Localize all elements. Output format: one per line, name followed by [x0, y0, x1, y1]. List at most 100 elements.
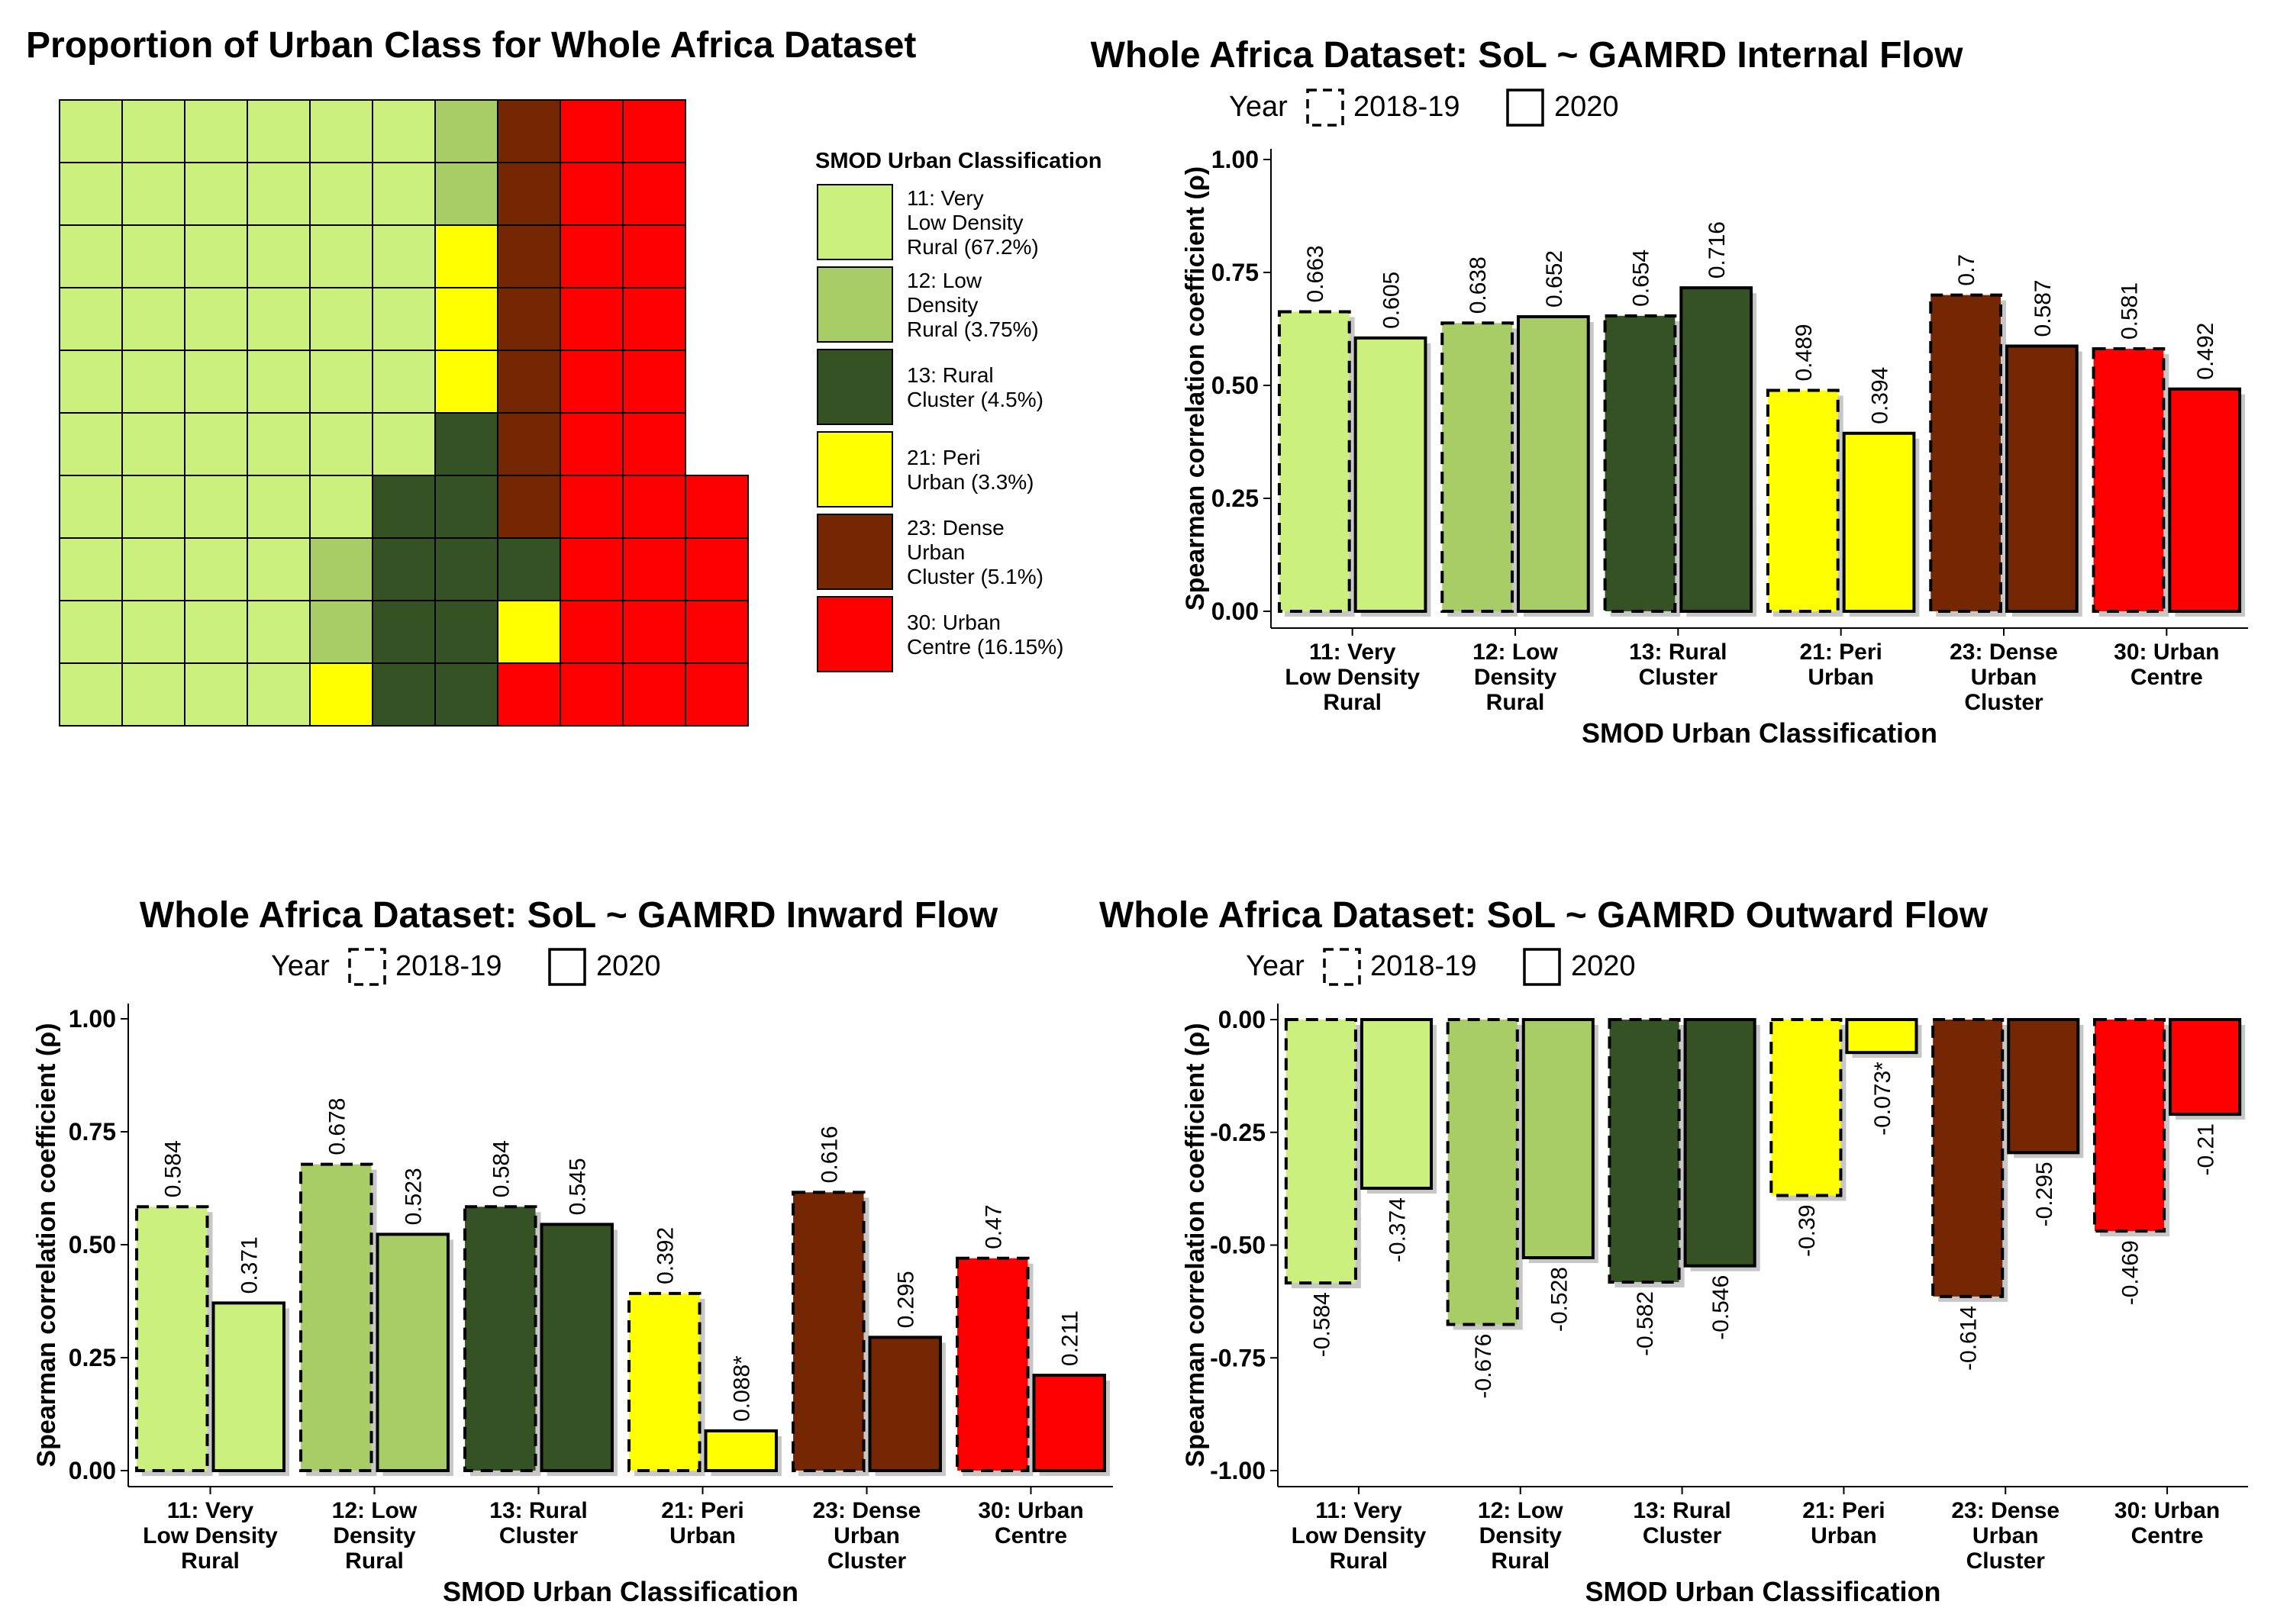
- waffle-legend-label: Low Density: [907, 211, 1024, 234]
- y-tick-label: 0.75: [1211, 259, 1259, 286]
- x-tick-label: 12: Low: [1472, 640, 1558, 665]
- x-tick-label: 21: Peri: [1802, 1498, 1885, 1523]
- waffle-cell: [497, 475, 561, 539]
- waffle-cell: [685, 537, 749, 601]
- x-tick-label: Low Density: [143, 1523, 278, 1548]
- bar-value-label: 0.492: [2193, 323, 2218, 380]
- x-tick-label: 12: Low: [332, 1498, 418, 1523]
- waffle-cell: [247, 99, 311, 163]
- x-tick-label: Urban: [1811, 1523, 1877, 1548]
- x-tick-label: Cluster: [827, 1548, 907, 1574]
- bar: [792, 1191, 866, 1472]
- waffle-cell: [497, 662, 561, 727]
- bar-value-label: 0.584: [160, 1140, 185, 1197]
- waffle-cell: [247, 600, 311, 664]
- waffle-legend-key: [817, 349, 893, 425]
- legend-label: 2020: [1571, 950, 1636, 982]
- waffle-legend-key: [817, 596, 893, 672]
- x-tick-label: 11: Very: [167, 1498, 254, 1523]
- waffle-legend-key: [817, 266, 893, 343]
- waffle-cell: [121, 350, 185, 414]
- y-tick-label: 0.00: [1211, 598, 1259, 625]
- bar: [1517, 315, 1590, 613]
- waffle-legend-label: 13: Rural: [907, 363, 994, 387]
- y-tick-label: 0.25: [69, 1344, 116, 1371]
- waffle-cell: [121, 662, 185, 727]
- legend-key-solid: [1506, 89, 1544, 127]
- waffle-legend-label: Rural (3.75%): [907, 317, 1039, 341]
- y-tick-label: -0.25: [1210, 1119, 1266, 1146]
- bar-value-label: 0.392: [653, 1227, 678, 1284]
- waffle-cell: [434, 412, 498, 476]
- waffle-cell: [59, 412, 123, 476]
- bar-value-label: -0.374: [1385, 1197, 1410, 1262]
- waffle-cell: [184, 350, 248, 414]
- waffle-legend-label: 30: Urban: [907, 611, 1001, 634]
- waffle-cell: [184, 287, 248, 351]
- bar-value-label: -0.21: [2194, 1123, 2219, 1175]
- waffle-cell: [685, 600, 749, 664]
- waffle-cell: [121, 287, 185, 351]
- y-tick-label: 0.25: [1211, 485, 1259, 512]
- waffle-legend-label: 23: Dense: [907, 516, 1005, 540]
- waffle-cell: [372, 99, 436, 163]
- waffle-cell: [309, 287, 373, 351]
- waffle-cell: [497, 287, 561, 351]
- x-tick-label: Centre: [2131, 1523, 2204, 1548]
- waffle-cell: [622, 537, 686, 601]
- x-axis-label: SMOD Urban Classification: [443, 1576, 798, 1607]
- x-tick-label: Cluster: [1964, 690, 2043, 715]
- bar: [211, 1301, 285, 1473]
- bar: [1931, 1018, 2005, 1298]
- x-tick-label: 13: Rural: [489, 1498, 587, 1523]
- x-tick-label: Urban: [834, 1523, 900, 1548]
- x-tick-label: 13: Rural: [1633, 1498, 1730, 1523]
- bar-chart-3: Whole Africa Dataset: SoL ~ GAMRD Outwar…: [1099, 895, 2248, 1607]
- bar-value-label: 0.652: [1542, 250, 1567, 308]
- bar: [2092, 347, 2166, 613]
- waffle-legend-label: Density: [907, 293, 978, 317]
- x-tick-label: 21: Peri: [661, 1498, 743, 1523]
- waffle-cell: [184, 162, 248, 226]
- waffle-cell: [372, 475, 436, 539]
- waffle-cell: [309, 662, 373, 727]
- waffle-cell: [434, 350, 498, 414]
- bar-value-label: -0.469: [2118, 1240, 2143, 1305]
- waffle-cell: [59, 224, 123, 288]
- waffle-cell: [560, 600, 624, 664]
- bar: [376, 1232, 450, 1473]
- legend-label: 2020: [596, 950, 661, 982]
- y-tick-label: 0.50: [69, 1231, 116, 1258]
- x-axis-label: SMOD Urban Classification: [1585, 1576, 1940, 1607]
- bar-value-label: 0.371: [237, 1236, 263, 1294]
- bar: [299, 1162, 373, 1473]
- bar: [1608, 1018, 1681, 1284]
- bar-value-label: -0.584: [1309, 1292, 1334, 1357]
- x-tick-label: Rural: [1330, 1548, 1389, 1574]
- waffle-cell: [59, 350, 123, 414]
- y-axis-label: Spearman correlation coefficient (ρ): [1181, 166, 1210, 611]
- waffle-cell: [309, 350, 373, 414]
- x-tick-label: Rural: [181, 1548, 240, 1574]
- x-tick-label: Cluster: [499, 1523, 579, 1548]
- waffle-legend-label: Urban: [907, 540, 965, 564]
- legend-label: 2018-19: [395, 950, 502, 982]
- x-tick-label: 12: Low: [1478, 1498, 1563, 1523]
- waffle-legend-label: 11: Very: [907, 186, 984, 210]
- waffle-cell: [560, 537, 624, 601]
- x-tick-label: Cluster: [1966, 1548, 2046, 1574]
- waffle-cell: [622, 162, 686, 226]
- bar-value-label: -0.295: [2032, 1162, 2057, 1226]
- waffle-legend-label: Cluster (5.1%): [907, 565, 1043, 588]
- bar: [1353, 336, 1427, 613]
- bar-value-label: 0.616: [817, 1126, 842, 1183]
- waffle-cell: [59, 99, 123, 163]
- bar-value-label: -0.39: [1795, 1204, 1820, 1256]
- waffle-cell: [434, 475, 498, 539]
- x-tick-label: Urban: [1808, 665, 1874, 690]
- waffle-cell: [309, 537, 373, 601]
- waffle-cell: [247, 412, 311, 476]
- y-tick-label: -0.50: [1210, 1232, 1266, 1259]
- legend-label: 2020: [1554, 91, 1619, 123]
